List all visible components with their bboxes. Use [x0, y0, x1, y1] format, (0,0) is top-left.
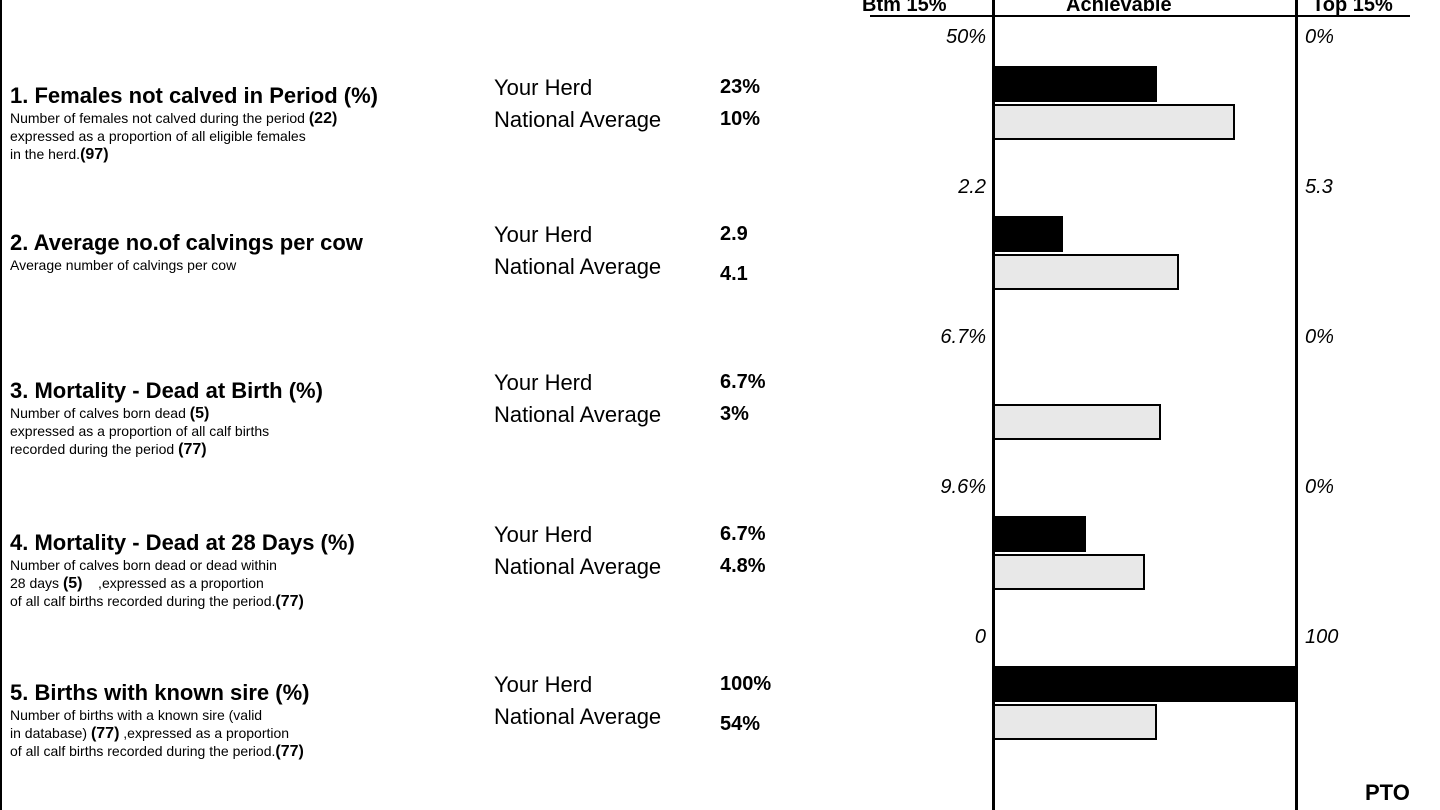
your-herd-value: 2.9	[720, 223, 748, 245]
description-text: ,expressed as a proportion	[82, 575, 264, 591]
national-bar	[995, 104, 1235, 140]
national-value: 4.8%	[720, 555, 766, 577]
count: (77)	[90, 725, 120, 742]
btm-divider	[992, 0, 995, 810]
scale-left: 0	[974, 626, 986, 648]
footer-pto: PTO	[1365, 780, 1410, 805]
description-text: expressed as a proportion of all eligibl…	[10, 128, 306, 144]
national-label: National Average	[494, 254, 662, 279]
description-text: of all calf births recorded during the p…	[10, 593, 276, 609]
header-top: Top 15%	[1312, 0, 1393, 16]
metric-title: 3. Mortality - Dead at Birth (%)	[10, 378, 323, 403]
national-bar	[995, 254, 1179, 290]
metric-description: in database) (77) ,expressed as a propor…	[10, 726, 289, 742]
metric-description: Number of females not calved during the …	[10, 111, 337, 127]
scale-left: 50%	[945, 26, 986, 48]
your-herd-value: 100%	[720, 673, 772, 695]
description-text: in the herd.	[10, 146, 81, 162]
your-herd-value: 6.7%	[720, 371, 766, 393]
description-text: Number of females not calved during the …	[10, 110, 309, 126]
header-rule	[870, 15, 1410, 17]
national-bar	[995, 404, 1161, 440]
scale-left: 2.2	[958, 176, 986, 198]
header-achievable: Achievable	[1066, 0, 1172, 16]
count: (77)	[275, 593, 304, 610]
your-herd-value: 6.7%	[720, 523, 766, 545]
description-text: in database)	[10, 725, 91, 741]
metric-title: 2. Average no.of calvings per cow	[10, 230, 363, 255]
your-herd-value: 23%	[720, 76, 761, 98]
metric-description: recorded during the period (77)	[10, 442, 207, 458]
count: (22)	[308, 110, 338, 127]
national-value: 54%	[720, 713, 761, 735]
national-label: National Average	[494, 554, 662, 579]
count: (77)	[275, 743, 304, 760]
national-label: National Average	[494, 107, 662, 132]
metric-title: 4. Mortality - Dead at 28 Days (%)	[10, 530, 355, 555]
metric-description: expressed as a proportion of all calf bi…	[10, 424, 269, 438]
metric-description: Average number of calvings per cow	[10, 258, 236, 272]
top-divider	[1295, 0, 1298, 810]
your-herd-bar	[995, 216, 1063, 252]
count: (77)	[178, 441, 207, 458]
national-bar	[995, 554, 1145, 590]
scale-right: 0%	[1305, 26, 1334, 48]
scale-right: 100	[1305, 626, 1339, 648]
national-value: 3%	[720, 403, 749, 425]
scale-right: 5.3	[1305, 176, 1333, 198]
description-text: expressed as a proportion of all calf bi…	[10, 423, 270, 439]
your-herd-bar	[995, 666, 1295, 702]
description-text: Average number of calvings per cow	[10, 257, 237, 273]
your-herd-label: Your Herd	[494, 522, 593, 547]
national-bar	[995, 704, 1157, 740]
header-btm: Btm 15%	[862, 0, 947, 16]
description-text: Number of calves born dead or dead withi…	[10, 557, 277, 573]
national-label: National Average	[494, 402, 662, 427]
metric-description: expressed as a proportion of all eligibl…	[10, 129, 306, 143]
count: (97)	[80, 146, 109, 163]
metric-description: Number of calves born dead (5)	[10, 406, 209, 422]
your-herd-bar	[995, 66, 1157, 102]
description-text: Number of calves born dead	[10, 405, 190, 421]
national-value: 10%	[720, 108, 761, 130]
metric-title: 1. Females not calved in Period (%)	[10, 83, 378, 108]
metric-description: Number of calves born dead or dead withi…	[10, 558, 277, 572]
your-herd-label: Your Herd	[494, 75, 593, 100]
your-herd-label: Your Herd	[494, 370, 593, 395]
left-border	[0, 0, 2, 810]
description-text: Number of births with a known sire (vali…	[10, 707, 263, 723]
your-herd-label: Your Herd	[494, 222, 593, 247]
national-value: 4.1	[720, 263, 748, 285]
scale-right: 0%	[1305, 476, 1334, 498]
metric-description: in the herd.(97)	[10, 147, 109, 163]
scale-left: 6.7%	[940, 326, 986, 348]
metric-title: 5. Births with known sire (%)	[10, 680, 310, 705]
scale-left: 9.6%	[940, 476, 986, 498]
your-herd-bar	[995, 516, 1086, 552]
metric-description: Number of births with a known sire (vali…	[10, 708, 262, 722]
description-text: 28 days	[10, 575, 63, 591]
count: (5)	[189, 405, 210, 422]
metric-description: of all calf births recorded during the p…	[10, 594, 304, 610]
count: (5)	[62, 575, 83, 592]
metric-description: of all calf births recorded during the p…	[10, 744, 304, 760]
description-text: of all calf births recorded during the p…	[10, 743, 276, 759]
description-text: ,expressed as a proportion	[119, 725, 290, 741]
your-herd-label: Your Herd	[494, 672, 593, 697]
national-label: National Average	[494, 704, 662, 729]
scale-right: 0%	[1305, 326, 1334, 348]
description-text: recorded during the period	[10, 441, 179, 457]
metric-description: 28 days (5) ,expressed as a proportion	[10, 576, 264, 592]
